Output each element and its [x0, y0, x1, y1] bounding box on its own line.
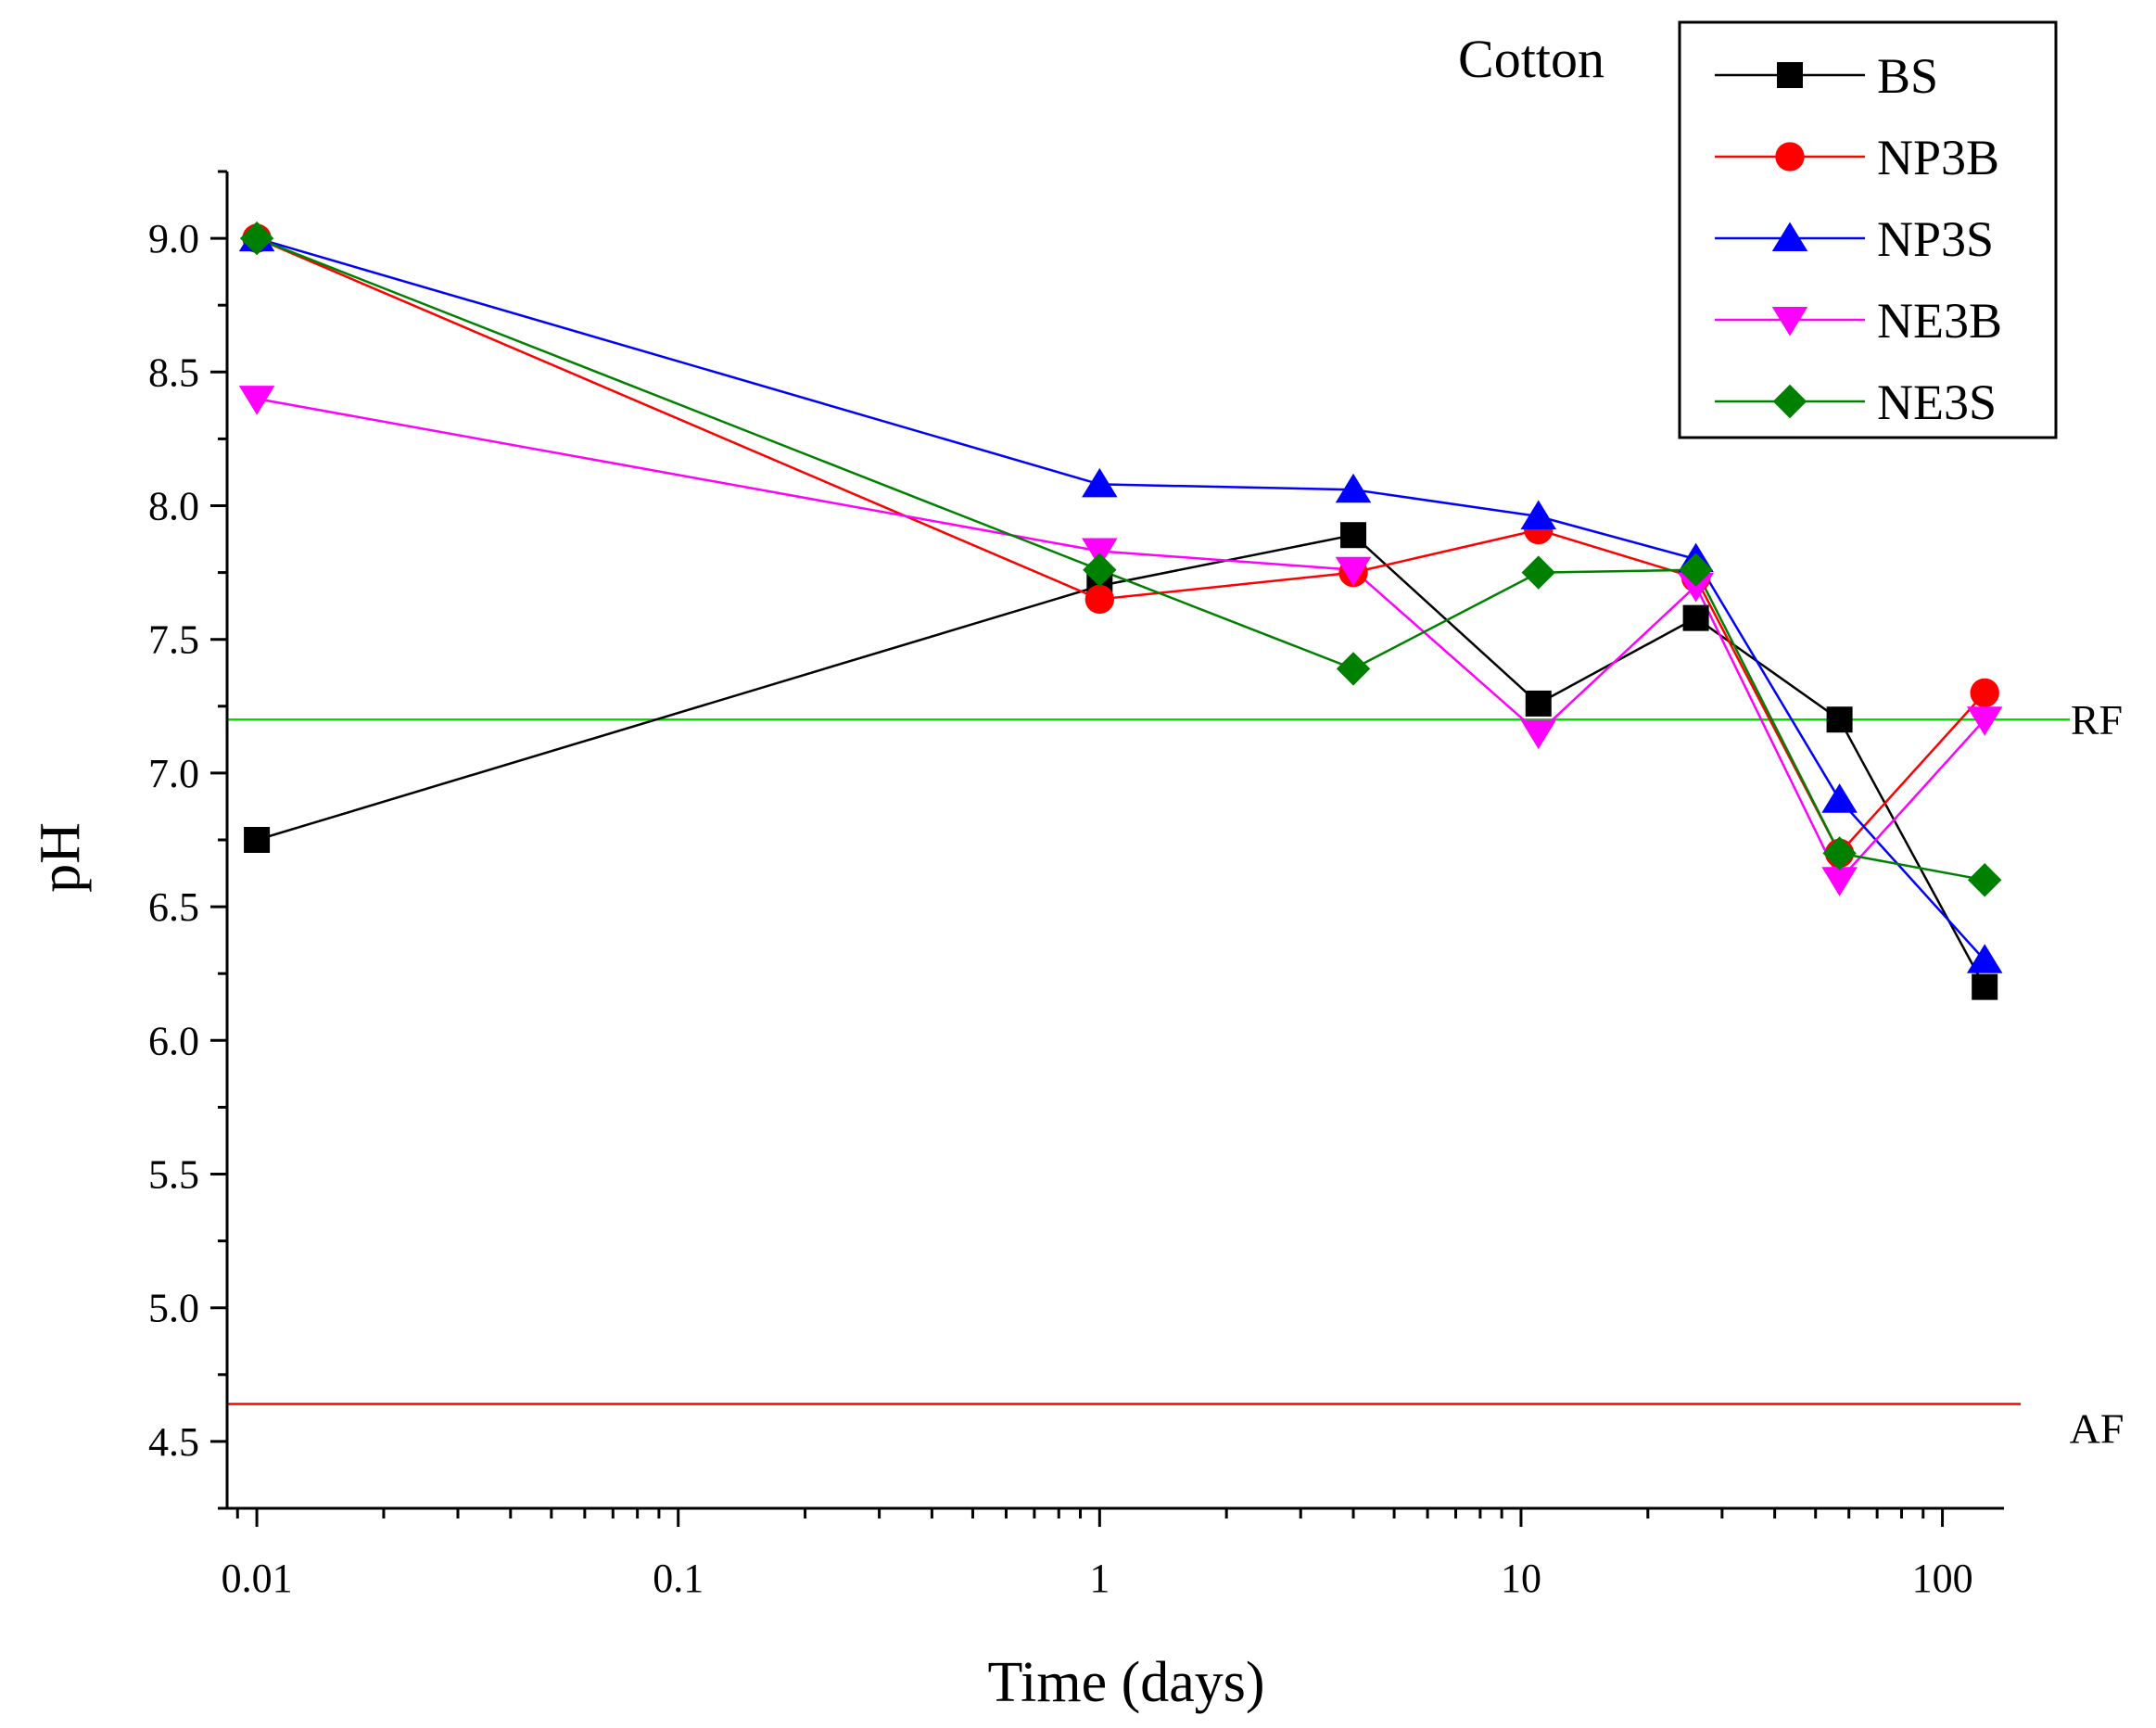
data-point-bs — [1340, 522, 1367, 549]
legend-marker-ne3b — [1771, 307, 1808, 337]
data-point-np3b — [1084, 584, 1115, 615]
data-point-bs — [1972, 973, 1998, 1000]
data-point-ne3s — [1822, 836, 1857, 870]
data-point-bs — [1682, 604, 1709, 631]
legend-label-np3b: NP3B — [1877, 130, 1999, 185]
x-tick-label: 100 — [1912, 1556, 1973, 1601]
y-tick-label: 9.0 — [148, 216, 199, 261]
y-tick-label: 4.5 — [148, 1419, 199, 1465]
reference-lines — [227, 718, 2070, 1405]
y-tick-label: 6.5 — [148, 884, 199, 930]
data-point-np3s — [1520, 500, 1557, 530]
y-axis-title: pH — [29, 822, 92, 893]
legend-marker-ne3s — [1772, 384, 1807, 419]
data-point-ne3s — [239, 221, 274, 256]
legend-label-ne3b: NE3B — [1877, 293, 2002, 349]
series-line-bs — [256, 533, 1986, 988]
data-point-np3s — [1821, 783, 1858, 813]
data-point-ne3s — [1336, 652, 1371, 686]
data-point-ne3s — [1521, 555, 1555, 590]
x-tick-label: 1 — [1089, 1556, 1110, 1601]
data-point-ne3s — [1967, 863, 2002, 897]
legend-marker-np3b — [1775, 142, 1805, 172]
data-point-ne3s — [1083, 553, 1117, 587]
ticks: 4.5 5.0 5.5 6.0 6.5 7.0 7.5 8.0 8.5 9.0 0.01 0.1 1 10… — [148, 170, 1973, 1601]
legend: BS NP3B NP3S NE3B NE3S — [1678, 20, 2058, 439]
x-tick-label: 0.01 — [222, 1556, 293, 1601]
x-axis-title: Time (days) — [987, 1651, 1264, 1714]
data-point-ne3b — [238, 386, 275, 415]
x-tick-label: 10 — [1501, 1556, 1541, 1601]
data-point-ne3s — [1679, 553, 1713, 587]
data-point-np3s — [1966, 944, 2003, 973]
y-tick-label: 5.0 — [148, 1286, 199, 1331]
legend-marker-bs — [1777, 62, 1803, 88]
data-point-ne3b — [1520, 719, 1557, 750]
data-point-bs — [244, 827, 271, 853]
x-tick-label: 0.1 — [653, 1556, 704, 1601]
legend-label-np3s: NP3S — [1877, 211, 1994, 267]
data-point-ne3b — [1966, 706, 2003, 736]
data-point-np3b — [1970, 678, 1999, 708]
legend-marker-np3s — [1771, 222, 1808, 251]
data-point-ne3b — [1335, 556, 1372, 587]
reference-label-rf: RF — [2071, 696, 2123, 743]
y-tick-label: 5.5 — [148, 1152, 199, 1198]
reference-label-af: AF — [2070, 1405, 2124, 1453]
data-point-np3s — [1082, 467, 1118, 498]
y-tick-label: 7.5 — [148, 617, 199, 663]
series-layer — [238, 221, 2003, 1000]
data-point-bs — [1826, 706, 1853, 733]
legend-label-bs: BS — [1877, 48, 1938, 104]
y-tick-label: 7.0 — [148, 751, 199, 796]
y-tick-label: 8.5 — [148, 349, 199, 395]
data-point-ne3b — [1821, 867, 1858, 896]
legend-box — [1678, 20, 2058, 439]
data-point-bs — [1525, 690, 1552, 717]
y-tick-label: 8.0 — [148, 484, 199, 529]
y-tick-label: 6.0 — [148, 1018, 199, 1063]
chart-title: Cotton — [1458, 29, 1604, 89]
data-point-ne3b — [1678, 573, 1714, 603]
data-point-np3s — [1335, 473, 1372, 503]
data-point-ne3b — [1082, 538, 1118, 568]
legend-label-ne3s: NE3S — [1877, 375, 1997, 430]
